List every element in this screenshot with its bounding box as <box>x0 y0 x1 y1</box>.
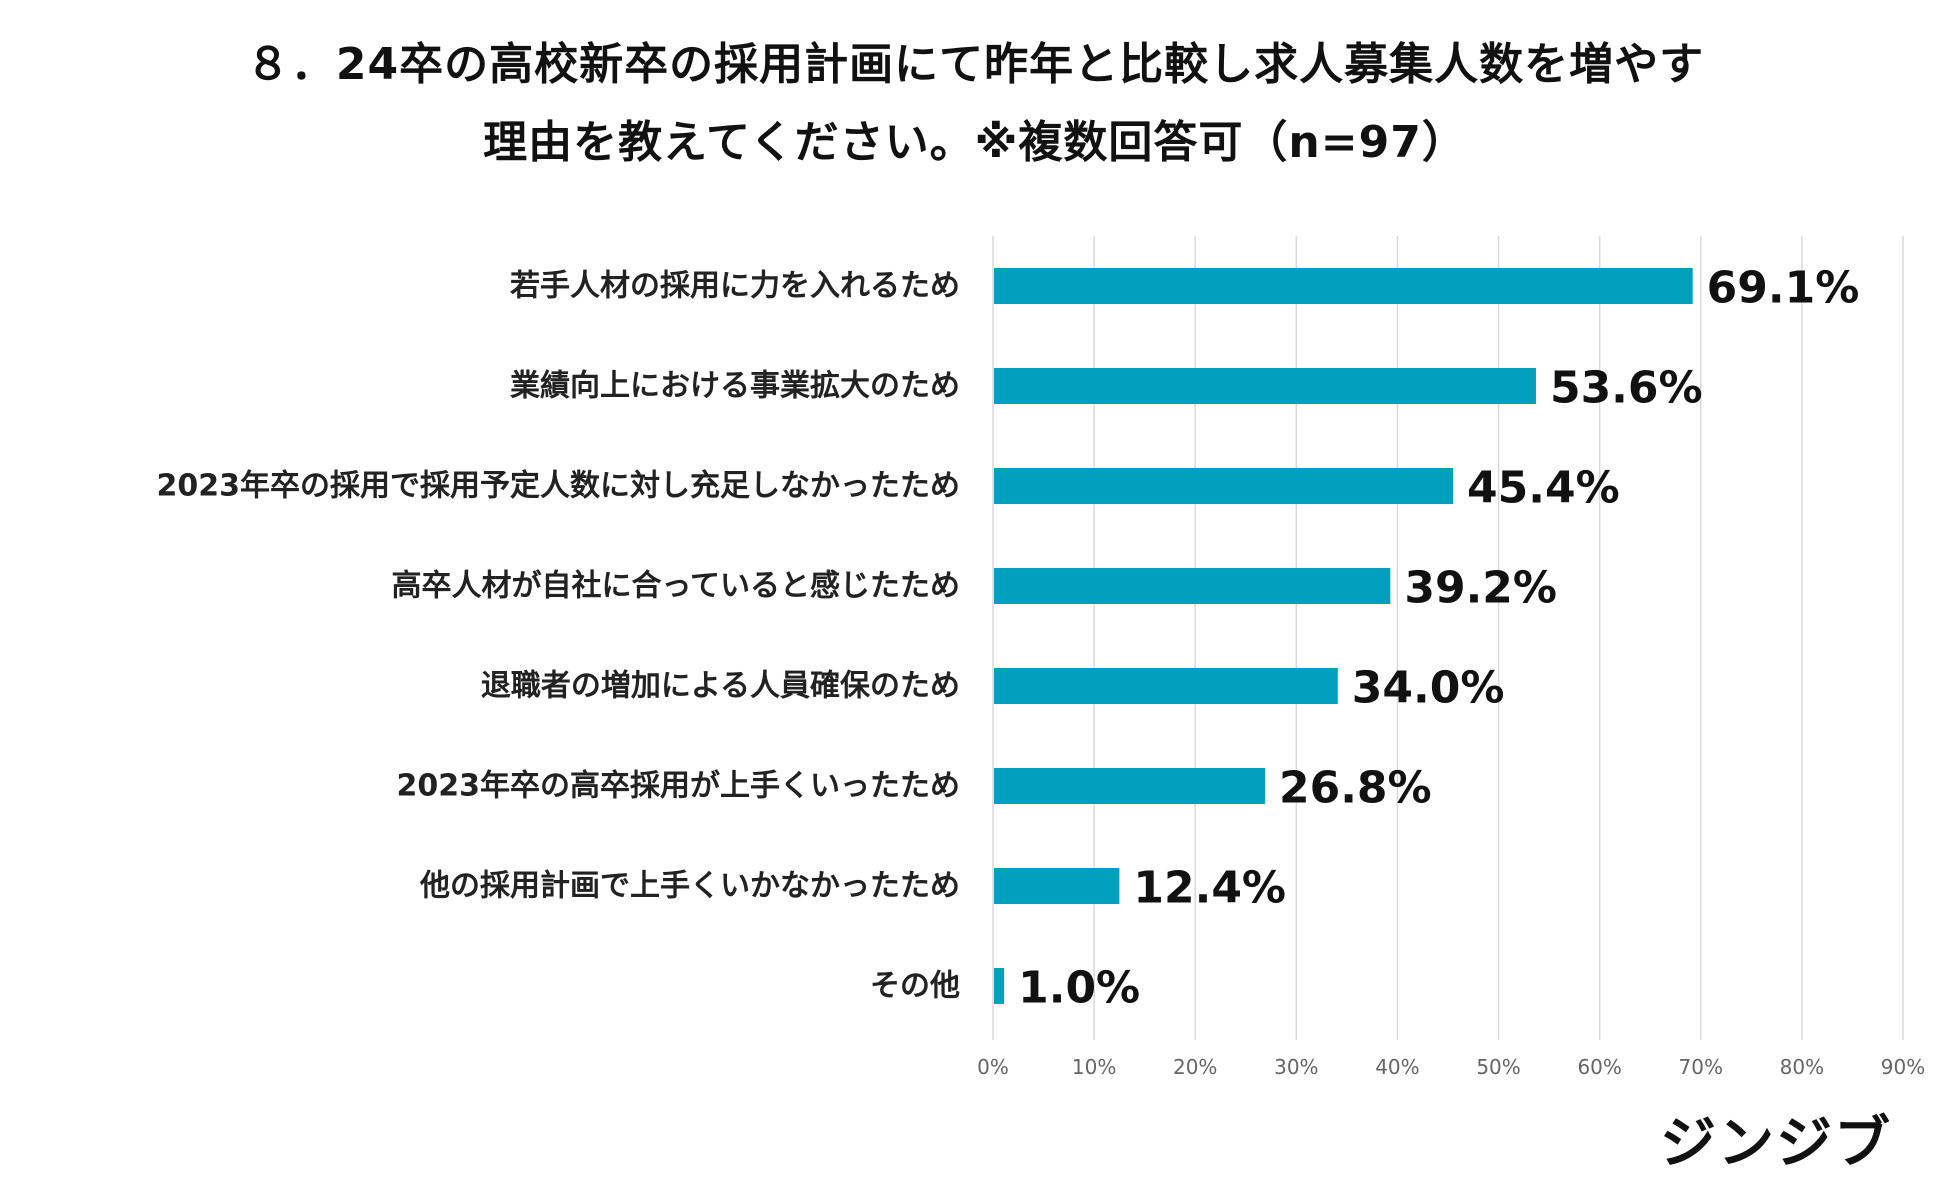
bar <box>994 468 1454 504</box>
value-label: 69.1% <box>1707 263 1860 314</box>
x-tick-label: 70% <box>1679 1055 1723 1079</box>
value-label: 34.0% <box>1352 663 1505 714</box>
category-label: 高卒人材が自社に合っていると感じたため <box>392 569 961 604</box>
value-label: 1.0% <box>1018 963 1140 1014</box>
bar <box>994 368 1536 404</box>
value-label: 39.2% <box>1404 563 1557 614</box>
x-tick-label: 30% <box>1274 1055 1318 1079</box>
bar <box>994 868 1120 904</box>
category-label: 他の採用計画で上手くいかなかったため <box>419 869 960 904</box>
category-label: その他 <box>870 969 960 1004</box>
x-tick-label: 50% <box>1476 1055 1520 1079</box>
bar <box>994 968 1005 1004</box>
value-label: 26.8% <box>1279 763 1432 814</box>
value-label: 53.6% <box>1550 363 1703 414</box>
brand-logo: ジンジブ <box>1660 1111 1892 1176</box>
x-tick-label: 40% <box>1375 1055 1419 1079</box>
category-label: 業績向上における事業拡大のため <box>510 369 960 404</box>
bar <box>994 568 1391 604</box>
x-tick-label: 0% <box>977 1055 1009 1079</box>
category-label: 退職者の増加による人員確保のため <box>481 669 960 704</box>
x-tick-label: 80% <box>1780 1055 1824 1079</box>
value-label: 45.4% <box>1467 463 1620 514</box>
chart-title-line-2: 理由を教えてください。※複数回答可（n=97） <box>483 117 1467 168</box>
chart-title-line-1: ８．24卒の高校新卒の採用計画にて昨年と比較し求人募集人数を増やす <box>245 39 1705 90</box>
category-label: 2023年卒の高卒採用が上手くいったため <box>397 769 961 804</box>
bar <box>994 268 1693 304</box>
x-tick-label: 10% <box>1072 1055 1116 1079</box>
bar <box>994 668 1338 704</box>
x-tick-label: 90% <box>1881 1055 1925 1079</box>
x-tick-label: 20% <box>1173 1055 1217 1079</box>
x-tick-label: 60% <box>1577 1055 1621 1079</box>
category-label: 若手人材の採用に力を入れるため <box>510 269 960 304</box>
value-label: 12.4% <box>1133 863 1286 914</box>
bar <box>994 768 1265 804</box>
category-label: 2023年卒の採用で採用予定人数に対し充足しなかったため <box>157 469 961 504</box>
